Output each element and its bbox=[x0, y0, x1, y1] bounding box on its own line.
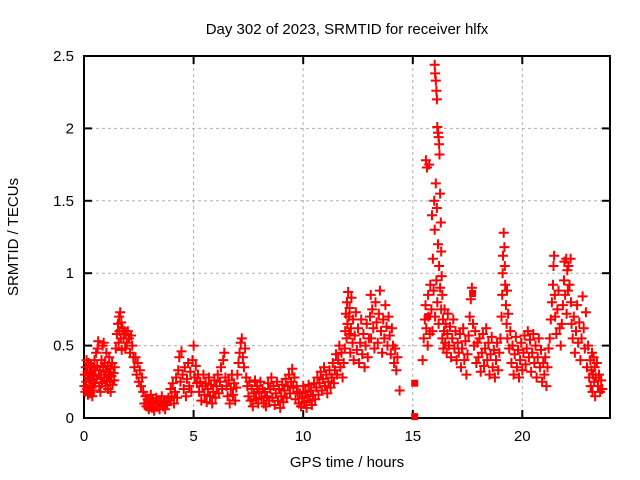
x-tick-label: 15 bbox=[404, 428, 421, 445]
plot-border bbox=[83, 55, 611, 419]
x-tick-label: 0 bbox=[80, 428, 88, 445]
y-tick-label: 1.5 bbox=[53, 193, 74, 210]
data-point-square bbox=[469, 290, 477, 297]
y-axis-label: SRMTID / TECUs bbox=[5, 178, 22, 296]
data-point-square bbox=[411, 379, 419, 387]
y-tick-label: 0.5 bbox=[53, 338, 74, 355]
x-tick-label: 10 bbox=[295, 428, 312, 445]
data-point-square bbox=[411, 413, 419, 421]
y-tick-label: 0 bbox=[66, 410, 74, 427]
x-tick-label: 20 bbox=[514, 428, 531, 445]
x-tick-label: 5 bbox=[189, 428, 197, 445]
y-tick-label: 2.5 bbox=[53, 48, 74, 65]
y-tick-label: 2 bbox=[66, 120, 74, 137]
x-axis-label: GPS time / hours bbox=[290, 454, 404, 471]
chart-title: Day 302 of 2023, SRMTID for receiver hlf… bbox=[206, 21, 489, 38]
data-point-square bbox=[424, 313, 432, 321]
tick-label-layer: 0 5 10 15 20 0 0.5 1 1.5 2 2.5 bbox=[53, 48, 531, 445]
scatter-series-plus-markers bbox=[79, 59, 608, 416]
data-points-layer bbox=[79, 59, 608, 421]
y-tick-label: 1 bbox=[66, 265, 74, 282]
axis-layer bbox=[83, 55, 611, 419]
grid-layer bbox=[84, 56, 610, 418]
